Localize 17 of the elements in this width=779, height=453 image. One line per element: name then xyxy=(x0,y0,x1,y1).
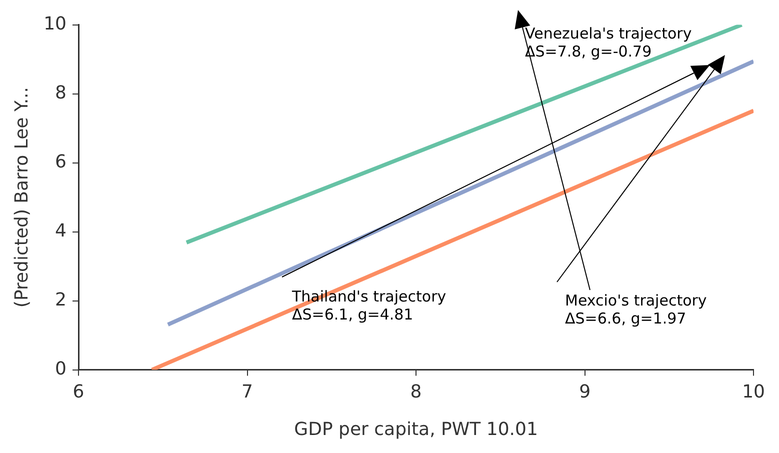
x-tick-label: 10 xyxy=(742,381,765,402)
y-tick-label: 6 xyxy=(55,151,67,172)
annotation: ΔS=6.1, g=4.81 xyxy=(292,305,414,324)
annotation: Mexcio's trajectory xyxy=(565,291,707,310)
x-tick-label: 6 xyxy=(72,381,84,402)
x-axis-title: GDP per capita, PWT 10.01 xyxy=(294,418,538,440)
x-tick-label: 8 xyxy=(410,381,422,402)
annotation: Venezuela's trajectory xyxy=(525,24,692,42)
y-axis-title: (Predicted) Barro Lee Y... xyxy=(11,87,32,308)
y-tick-label: 2 xyxy=(55,289,67,310)
y-tick-label: 8 xyxy=(55,82,67,104)
x-tick-label: 9 xyxy=(579,381,591,402)
annotation: ΔS=6.6, g=1.97 xyxy=(565,309,686,328)
x-tick-label: 7 xyxy=(242,381,253,402)
y-tick-label: 4 xyxy=(55,220,67,242)
y-tick-label: 0 xyxy=(55,358,67,380)
y-tick-label: 10 xyxy=(44,13,67,34)
